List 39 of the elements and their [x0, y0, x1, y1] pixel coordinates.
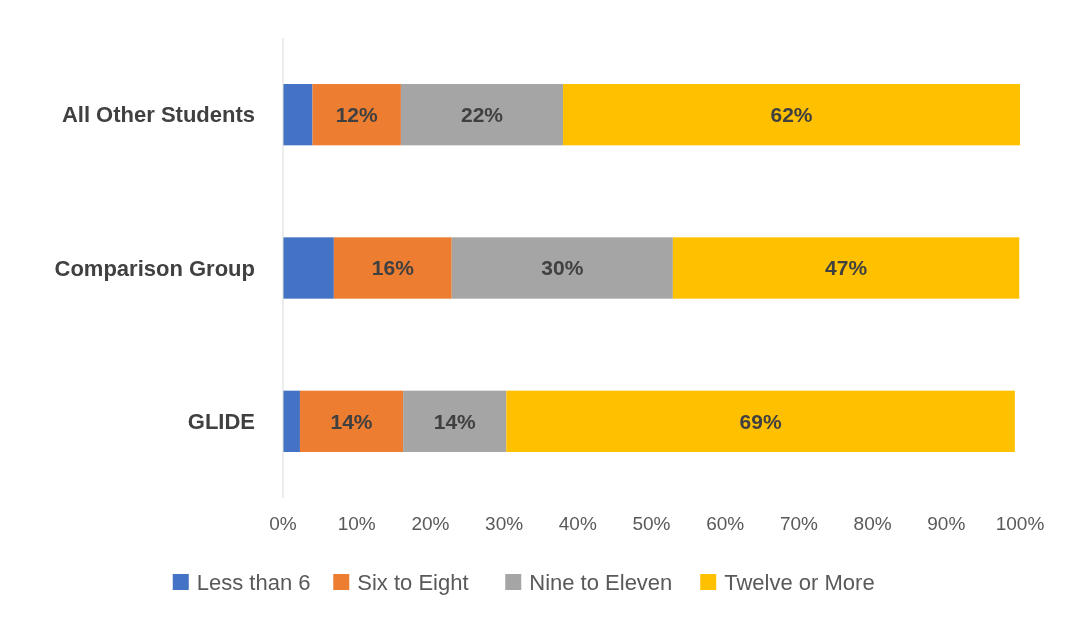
x-tick-label: 0% — [269, 513, 297, 534]
x-tick-label: 50% — [632, 513, 671, 534]
data-label: 62% — [770, 103, 813, 127]
x-tick-label: 80% — [853, 513, 892, 534]
y-tick-label: GLIDE — [187, 409, 255, 435]
legend-label: Six to Eight — [357, 569, 469, 595]
bar — [283, 237, 334, 299]
data-label: 16% — [371, 256, 415, 280]
x-tick-label: 70% — [779, 513, 819, 534]
data-label: 14% — [330, 409, 373, 433]
bar — [672, 237, 1020, 299]
y-tick-label: All Other Students — [61, 102, 255, 128]
bar — [283, 390, 300, 452]
x-tick-label: 60% — [706, 513, 745, 534]
data-label: 22% — [460, 103, 504, 127]
legend-label: Less than 6 — [196, 569, 311, 595]
x-tick-label: 20% — [411, 513, 450, 534]
data-label: 14% — [433, 409, 477, 433]
x-tick-label: 100% — [995, 513, 1045, 534]
bar — [299, 390, 404, 452]
x-tick-label: 30% — [485, 513, 524, 534]
bar — [283, 84, 313, 146]
bar — [400, 84, 564, 146]
x-tick-label: 40% — [558, 513, 597, 534]
legend-label: Twelve or More — [724, 569, 875, 595]
x-tick-label: 10% — [337, 513, 376, 534]
data-label: 12% — [335, 103, 379, 127]
bar — [312, 84, 401, 146]
data-label: 47% — [825, 256, 868, 280]
legend-label: Nine to Eleven — [529, 569, 673, 595]
x-tick-label: 90% — [927, 513, 966, 534]
bar — [506, 390, 1015, 452]
y-tick-label: Comparison Group — [54, 255, 255, 281]
bar — [563, 84, 1020, 146]
bar — [403, 390, 507, 452]
bar — [333, 237, 452, 299]
data-label: 30% — [541, 256, 584, 280]
data-label: 69% — [739, 409, 782, 433]
bar — [451, 237, 673, 299]
